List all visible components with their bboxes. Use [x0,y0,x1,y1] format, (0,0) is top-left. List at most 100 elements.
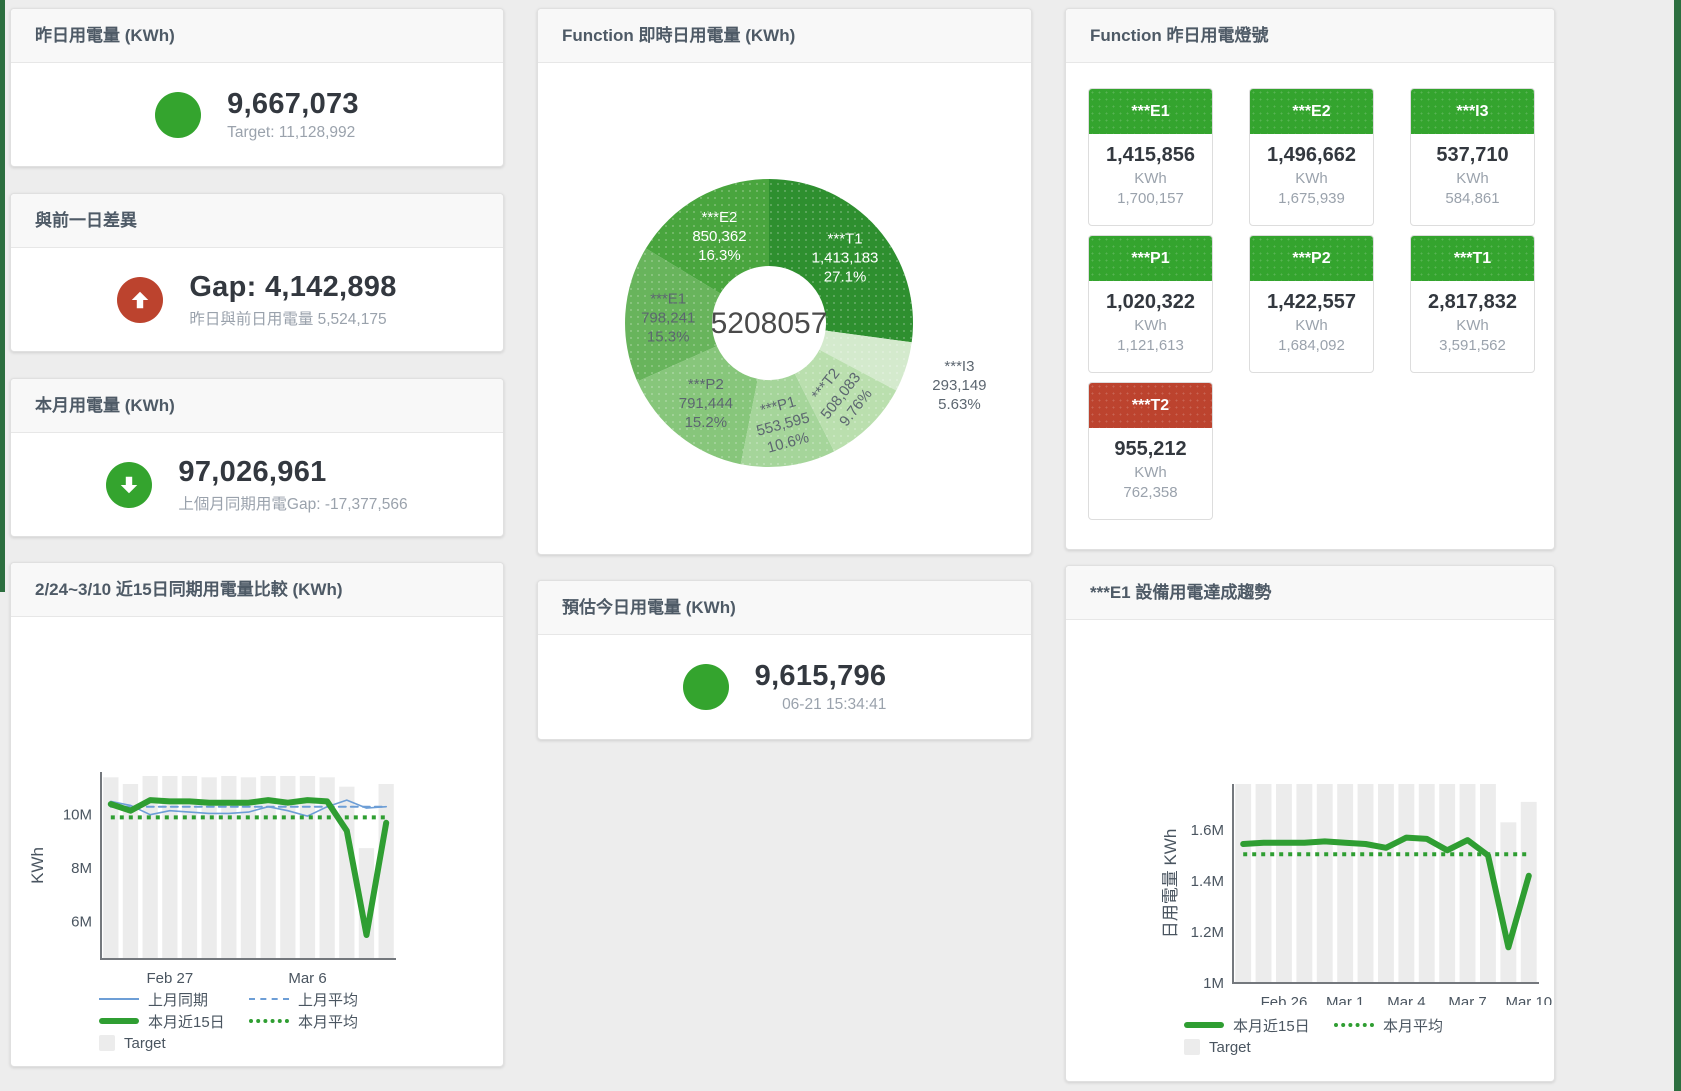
target-bar [358,848,375,959]
device-tile-target: 1,675,939 [1278,190,1345,207]
legend-item[interactable]: 本月近15日 [1184,1014,1334,1036]
target-bar [319,777,335,959]
legend-label: 本月近15日 [1233,1017,1310,1035]
card-title-15day-compare: 2/24~3/10 近15日同期用電量比較 (KWh) [11,563,503,617]
realtime-usage-donut-chart[interactable]: ***T1 1,413,183 27.1% ***I3 293,149 5.63% ***T… [538,63,1031,554]
target-bar [299,776,316,959]
legend-item[interactable]: 本月近15日 [99,1010,249,1032]
yesterday-usage-target: Target: 11,128,992 [227,123,356,141]
device-tile-status-header: ***E1 [1089,89,1212,134]
device-tile-status-header: ***I3 [1411,89,1534,134]
y-tick-label: 1.4M [1191,873,1224,890]
device-tile-5[interactable]: ***P2 1,422,557 KWh 1,684,092 [1249,235,1374,373]
card-title-e1-trend: ***E1 設備用電達成趨勢 [1066,566,1554,620]
donut-slice-E2[interactable]: ***E2 850,362 16.3% [645,179,769,294]
card-title-yesterday-usage: 昨日用電量 (KWh) [11,9,503,63]
target-bar [162,776,178,959]
legend-swatch [1334,1023,1374,1027]
device-tile-target: 1,121,613 [1117,337,1184,354]
e1-trend-chart[interactable]: 1M 1.2M 1.4M 1.6M Feb 26 Mar 1 Mar 4 Mar 7 Mar 1… [1066,620,1554,1005]
donut-slice-label: ***E2 850,362 16.3% [692,209,746,264]
target-bar [1316,784,1333,983]
target-bar [1255,784,1272,983]
device-lights-grid: ***E1 1,415,856 KWh 1,700,157 ***E2 1,496,662… [1066,63,1554,520]
y-tick-label: 1.6M [1191,822,1224,839]
estimate-today-card: 預估今日用電量 (KWh) 9,615,796 06-21 15:34:41 [537,580,1032,740]
donut-slice-label: ***T1 1,413,183 27.1% [812,231,879,286]
target-bar [142,776,158,959]
legend-swatch [249,998,289,1000]
month-usage-card: 本月用電量 (KWh) 97,026,961 上個月同期用電Gap: -17,3… [10,378,504,537]
donut-slice-E1[interactable]: ***E1 798,241 15.3% [625,248,721,382]
y-tick-label: 10M [63,807,92,824]
device-tile-unit: KWh [1295,317,1328,334]
legend-label: 上月平均 [298,991,359,1009]
legend-item[interactable]: Target [99,1032,249,1054]
device-tile-3[interactable]: ***I3 537,710 KWh 584,861 [1410,88,1535,226]
page-edge-strip-left [0,0,5,592]
device-tile-value: 2,817,832 [1428,291,1517,313]
15day-compare-card: 2/24~3/10 近15日同期用電量比較 (KWh) 6M 8M 10M Feb 2… [10,562,504,1067]
target-bar [201,777,217,959]
card-title-realtime-donut: Function 即時日用電量 (KWh) [538,9,1031,63]
day-gap-stat: Gap: 4,142,898 昨日與前日用電量 5,524,175 [11,248,503,351]
device-lights-card: Function 昨日用電燈號 ***E1 1,415,856 KWh 1,700,1… [1065,8,1555,550]
target-bar [1459,784,1476,983]
device-tile-value: 1,020,322 [1106,291,1195,313]
x-tick-label: Mar 7 [1448,994,1486,1005]
legend-item[interactable]: 本月平均 [1334,1014,1484,1036]
target-bar [1296,784,1313,983]
y-tick-label: 8M [71,860,92,877]
target-bar [1378,784,1394,983]
yesterday-usage-stat: 9,667,073 Target: 11,128,992 [11,63,503,166]
legend-label: 本月近15日 [148,1013,225,1031]
device-tile-target: 1,700,157 [1117,190,1184,207]
target-bar [1398,784,1415,983]
donut-slice-P1[interactable]: ***P1553,59510.6% [740,373,835,468]
device-tile-1[interactable]: ***E1 1,415,856 KWh 1,700,157 [1088,88,1213,226]
status-circle-icon [155,91,202,138]
device-tile-4[interactable]: ***P1 1,020,322 KWh 1,121,613 [1088,235,1213,373]
legend-item[interactable]: 上月平均 [249,988,399,1010]
e1-trend-card: ***E1 設備用電達成趨勢 1M 1.2M 1.4M 1.6M Feb 26 Mar 1… [1065,565,1555,1082]
device-tile-target: 3,591,562 [1439,337,1506,354]
device-tile-status-header: ***T1 [1411,236,1534,281]
series-line [1240,834,1532,951]
day-gap-sub: 昨日與前日用電量 5,524,175 [189,310,387,328]
target-bar [1276,784,1292,983]
legend-item[interactable]: Target [1184,1036,1334,1058]
15day-compare-chart[interactable]: 6M 8M 10M Feb 27 Mar 6 KWh [11,617,503,985]
legend-label: 本月平均 [1383,1017,1444,1035]
legend-swatch [249,1019,289,1023]
device-tile-unit: KWh [1134,464,1167,481]
legend-swatch [99,1035,115,1051]
donut-slice-P2[interactable]: ***P2 791,444 15.2% [637,346,758,465]
device-tile-unit: KWh [1295,170,1328,187]
legend-item[interactable]: 本月平均 [249,1010,399,1032]
legend-swatch [99,998,139,1000]
yesterday-usage-card: 昨日用電量 (KWh) 9,667,073 Target: 11,128,992 [10,8,504,167]
e1-trend-legend: 本月近15日 本月平均 Target [1184,1014,1494,1058]
legend-label: Target [124,1034,166,1052]
y-tick-label: 1M [1203,975,1224,992]
month-usage-gap: 上個月同期用電Gap: -17,377,566 [178,495,408,513]
x-tick-label: Mar 10 [1505,994,1552,1005]
device-tile-value: 955,212 [1114,438,1187,460]
legend-swatch [1184,1022,1224,1028]
target-bar [1500,822,1517,983]
donut-slice-T1[interactable]: ***T1 1,413,183 27.1% [769,179,913,343]
donut-slice-label: ***I3 293,149 5.63% [932,358,986,413]
legend-item[interactable]: 上月同期 [99,988,249,1010]
device-tile-unit: KWh [1456,170,1489,187]
target-bar [1357,784,1374,983]
day-gap-card: 與前一日差異 Gap: 4,142,898 昨日與前日用電量 5,524,175 [10,193,504,352]
device-tile-6[interactable]: ***T1 2,817,832 KWh 3,591,562 [1410,235,1535,373]
target-bar [181,776,198,959]
target-bar [221,776,237,959]
donut-slice-T2[interactable]: ***T2508,0839.76% [794,349,897,452]
device-tile-2[interactable]: ***E2 1,496,662 KWh 1,675,939 [1249,88,1374,226]
device-tile-target: 584,861 [1445,190,1500,207]
donut-slice-I3[interactable]: ***I3 293,149 5.63% [819,330,987,414]
device-tile-7[interactable]: ***T2 955,212 KWh 762,358 [1088,382,1213,520]
device-tile-unit: KWh [1456,317,1489,334]
